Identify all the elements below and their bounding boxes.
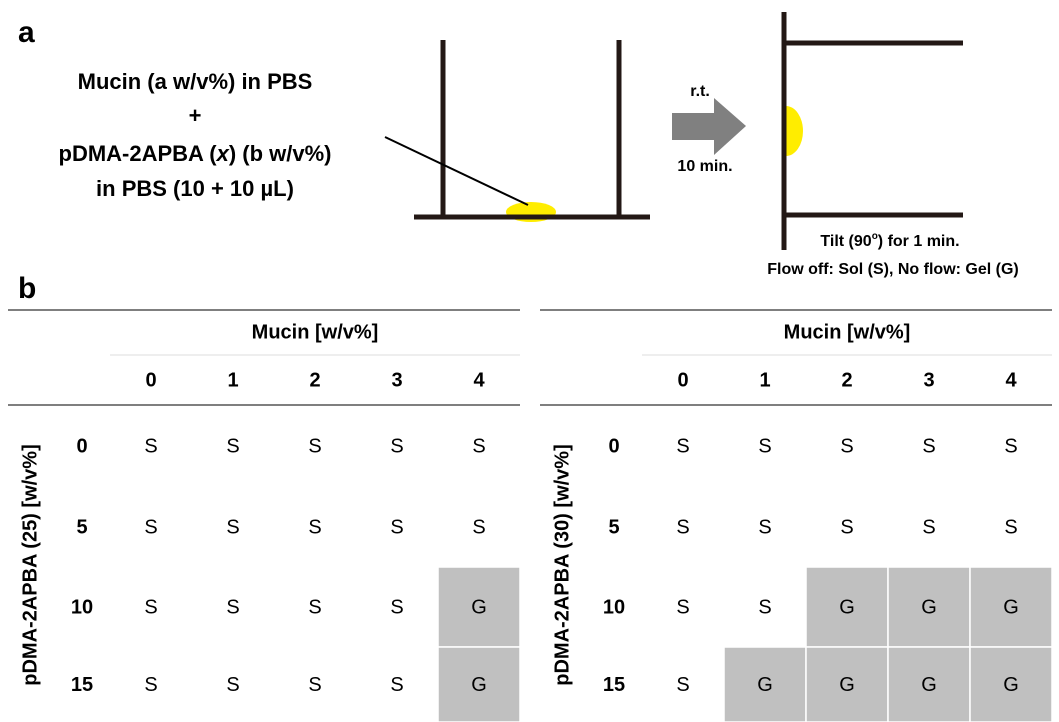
table-cell: G <box>1003 674 1019 696</box>
table-cell: G <box>471 674 487 696</box>
table-cell: S <box>676 516 689 538</box>
table-cell: S <box>840 435 853 457</box>
arrow-label: 10 min. <box>677 158 732 175</box>
table-cell: S <box>390 516 403 538</box>
table-cell: S <box>144 435 157 457</box>
table-cell: G <box>471 596 487 618</box>
table-cell: G <box>921 596 937 618</box>
column-title: Mucin [w/v%] <box>784 321 911 343</box>
table-cell: S <box>758 596 771 618</box>
text-part: Mucin (a w/v%) in PBS <box>78 69 313 94</box>
text-part: Tilt (90 <box>820 233 871 250</box>
table-cell: S <box>922 435 935 457</box>
row-header: 0 <box>76 435 87 457</box>
row-header: 5 <box>608 516 619 538</box>
arrow <box>672 98 746 155</box>
text-part: in PBS (10 + 10 µL) <box>96 176 294 201</box>
column-header: 3 <box>923 369 934 391</box>
table-cell: S <box>676 435 689 457</box>
text-part: pDMA-2APBA ( <box>59 141 218 166</box>
mixture-text: + <box>189 103 202 128</box>
tilted-tube <box>784 12 963 250</box>
table-cell: G <box>839 596 855 618</box>
tube-diagram <box>385 40 650 222</box>
column-title: Mucin [w/v%] <box>252 321 379 343</box>
arrow-label: r.t. <box>690 83 710 100</box>
text-part: x <box>216 141 230 166</box>
row-title: pDMA-2APBA (25) [w/v%] <box>19 444 41 686</box>
table-cell: S <box>676 674 689 696</box>
table-cell: S <box>1004 435 1017 457</box>
panel-label: b <box>18 272 36 305</box>
tilt-text: Tilt (90o) for 1 min. <box>820 231 959 251</box>
table-cell: S <box>226 674 239 696</box>
column-header: 2 <box>309 369 320 391</box>
panel-label: a <box>18 16 35 49</box>
table-cell: S <box>676 596 689 618</box>
column-header: 0 <box>145 369 156 391</box>
table-cell: S <box>144 596 157 618</box>
mixture-text: pDMA-2APBA (x) (b w/v%) <box>59 141 332 166</box>
table-cell: S <box>1004 516 1017 538</box>
table-cell: S <box>472 435 485 457</box>
table-cell: S <box>390 596 403 618</box>
table-cell: S <box>390 674 403 696</box>
table-cell: S <box>144 674 157 696</box>
table-cell: S <box>144 516 157 538</box>
column-header: 3 <box>391 369 402 391</box>
mixture-text: Mucin (a w/v%) in PBS <box>78 69 313 94</box>
table-cell: S <box>922 516 935 538</box>
column-header: 4 <box>473 369 485 391</box>
table-cell: S <box>840 516 853 538</box>
result-text: Flow off: Sol (S), No flow: Gel (G) <box>767 261 1019 278</box>
text-part: ) for 1 min. <box>878 233 960 250</box>
table-cell: S <box>308 435 321 457</box>
row-header: 0 <box>608 435 619 457</box>
row-header: 10 <box>603 596 625 618</box>
table-cell: G <box>757 674 773 696</box>
column-header: 1 <box>759 369 770 391</box>
column-header: 4 <box>1005 369 1017 391</box>
table-cell: G <box>839 674 855 696</box>
table-cell: S <box>472 516 485 538</box>
table-cell: S <box>226 596 239 618</box>
row-title: pDMA-2APBA (30) [w/v%] <box>551 444 573 686</box>
text-part: ) (b w/v%) <box>229 141 332 166</box>
figure: a r.t. 10 min. Tilt (90o) for 1 min. Flo… <box>0 0 1059 722</box>
table-cell: S <box>226 435 239 457</box>
table-cell: S <box>308 516 321 538</box>
table-cell: S <box>308 596 321 618</box>
table-cell: S <box>758 435 771 457</box>
mixture-text: in PBS (10 + 10 µL) <box>96 176 294 201</box>
table-cell: S <box>390 435 403 457</box>
table-cell: S <box>226 516 239 538</box>
column-header: 1 <box>227 369 238 391</box>
table-cell: G <box>1003 596 1019 618</box>
text-part: + <box>189 103 202 128</box>
row-header: 10 <box>71 596 93 618</box>
table-cell: S <box>308 674 321 696</box>
table-cell: S <box>758 516 771 538</box>
row-header: 15 <box>603 674 625 696</box>
row-header: 15 <box>71 674 93 696</box>
row-header: 5 <box>76 516 87 538</box>
table-cell: G <box>921 674 937 696</box>
column-header: 2 <box>841 369 852 391</box>
column-header: 0 <box>677 369 688 391</box>
